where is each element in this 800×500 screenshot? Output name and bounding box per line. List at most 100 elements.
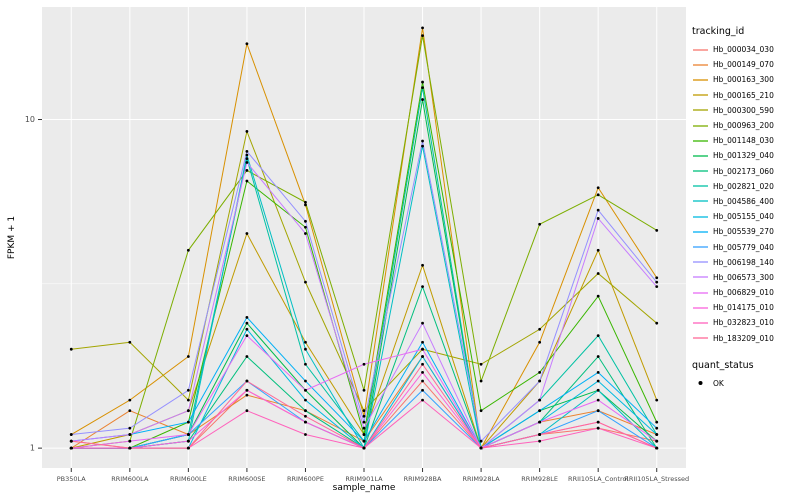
legend-item-Hb_000149_070: Hb_000149_070 [692, 57, 800, 72]
data-point [362, 426, 366, 430]
x-tick-label: RRIM901LA [345, 475, 383, 483]
legend-item-label: Hb_014175_010 [713, 303, 774, 313]
data-point [596, 426, 600, 430]
data-point [245, 334, 249, 338]
data-point [421, 370, 424, 374]
data-point [304, 398, 307, 402]
data-point [304, 388, 307, 392]
data-point [655, 285, 659, 289]
data-point [304, 433, 307, 436]
x-tick-label: RRIM600SE [228, 475, 265, 483]
data-point [245, 379, 249, 383]
data-point [186, 439, 190, 443]
legend-item-Hb_005155_040: Hb_005155_040 [692, 209, 800, 224]
data-point [69, 433, 73, 436]
data-point [69, 439, 73, 443]
data-point [479, 446, 483, 450]
data-point [538, 420, 542, 424]
legend-key-line-icon [693, 170, 708, 172]
legend-item-label: Hb_000149_070 [713, 60, 774, 70]
legend-key-line-icon [693, 94, 708, 96]
data-point [596, 294, 600, 298]
data-point [421, 347, 424, 351]
y-tick-label: 1 [30, 444, 35, 453]
data-point [538, 370, 542, 374]
legend-item-label: Hb_183209_010 [713, 333, 774, 343]
legend-items-tracking-id: Hb_000034_030 Hb_000149_070 Hb_000163_300 H… [692, 42, 800, 346]
plot-area: 1 10 PB350LA RRIM600LA RRIM600LE RRIM600SE RRI… [7, 7, 689, 493]
legend-item-Hb_006829_010: Hb_006829_010 [692, 285, 800, 300]
data-point [362, 388, 366, 392]
data-point [479, 439, 483, 443]
legend-key-line-icon [693, 140, 708, 142]
data-point [538, 340, 542, 344]
data-point [362, 420, 366, 424]
y-tick-label: 10 [25, 115, 35, 124]
legend-item-label: OK [713, 378, 724, 388]
data-point [304, 362, 307, 366]
x-axis-title: sample_name [333, 483, 396, 493]
data-point [304, 379, 307, 383]
legend-item-label: Hb_005779_040 [713, 242, 774, 252]
data-point [596, 409, 600, 413]
legend-item-label: Hb_001148_030 [713, 136, 774, 146]
legend-item-Hb_014175_010: Hb_014175_010 [692, 300, 800, 315]
legend-item-Hb_000300_590: Hb_000300_590 [692, 103, 800, 118]
data-point [421, 263, 424, 267]
legend-item-Hb_004586_400: Hb_004586_400 [692, 194, 800, 209]
legend-item-label: Hb_002821_020 [713, 181, 774, 191]
data-point [245, 161, 249, 164]
legend-item-Hb_002173_060: Hb_002173_060 [692, 164, 800, 179]
legend-item-Hb_000165_210: Hb_000165_210 [692, 88, 800, 103]
data-point [655, 433, 659, 436]
data-point [421, 34, 424, 38]
data-point [186, 248, 190, 252]
data-point [596, 272, 600, 275]
data-point [538, 327, 542, 331]
data-point [245, 157, 249, 161]
legend-key-line-icon [693, 79, 708, 81]
legend-item-Hb_006573_300: Hb_006573_300 [692, 270, 800, 285]
legend-key-line-icon [693, 276, 708, 279]
legend-key-line-icon [693, 124, 708, 127]
data-point [362, 446, 366, 450]
data-point [655, 446, 659, 450]
data-point [655, 280, 659, 284]
data-point [655, 398, 659, 402]
legend-key-point-icon [698, 381, 703, 386]
data-point [421, 144, 424, 148]
legend-items-quant-status: OK [692, 376, 800, 391]
data-point [596, 186, 600, 190]
data-point [479, 409, 483, 413]
data-point [655, 439, 659, 443]
data-point [596, 193, 600, 197]
data-point [304, 347, 307, 351]
legend-item-label: Hb_005155_040 [713, 212, 774, 222]
legend-item-Hb_001148_030: Hb_001148_030 [692, 133, 800, 148]
data-point [69, 347, 73, 351]
legend-item-quant-OK: OK [692, 376, 800, 391]
data-point [304, 200, 307, 204]
data-point [421, 398, 424, 402]
data-point [421, 362, 424, 366]
legend-key-line-icon [693, 185, 708, 187]
data-point [362, 433, 366, 436]
x-tick-label: RRII105LA_Stressed [624, 475, 689, 483]
data-point [421, 285, 424, 289]
legend-item-Hb_000963_200: Hb_000963_200 [692, 118, 800, 133]
legend-key-line-icon [693, 231, 708, 233]
data-point [362, 409, 366, 413]
data-point [304, 414, 307, 418]
data-point [596, 388, 600, 392]
legend-item-label: Hb_002173_060 [713, 166, 774, 176]
legend-section-tracking-id: tracking_id Hb_000034_030 Hb_000149_070 Hb… [692, 26, 800, 346]
legend-item-label: Hb_000034_030 [713, 45, 774, 55]
legend-item-label: Hb_001329_040 [713, 151, 774, 161]
data-point [245, 355, 249, 358]
data-point [304, 225, 307, 229]
legend-item-Hb_006198_140: Hb_006198_140 [692, 255, 800, 270]
data-point [538, 433, 542, 436]
data-point [245, 149, 249, 153]
legend-key-line-icon [693, 64, 708, 66]
